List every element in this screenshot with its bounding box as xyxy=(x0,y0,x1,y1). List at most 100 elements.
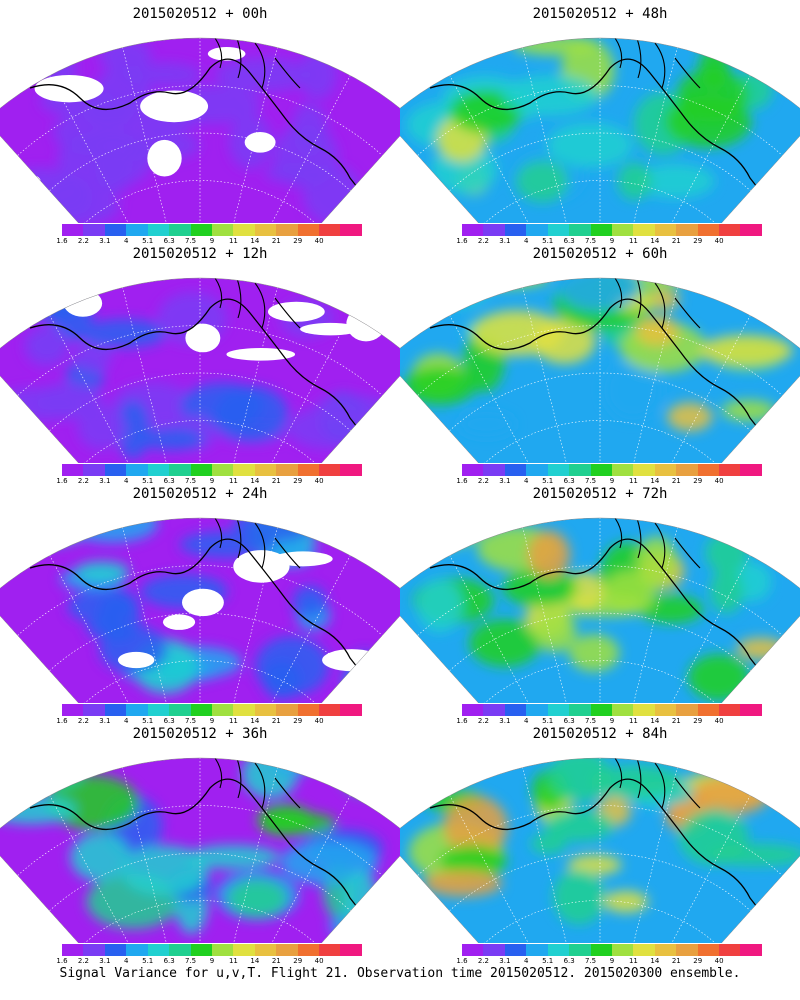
colorbar-segment xyxy=(633,464,655,476)
colorbar-label: 11 xyxy=(628,957,638,965)
longitude-line xyxy=(449,795,540,943)
longitude-line xyxy=(660,795,751,943)
colorbar-segment xyxy=(676,944,698,956)
colorbar-segment xyxy=(719,464,741,476)
colorbar-segment xyxy=(483,704,505,716)
longitude-line xyxy=(49,555,140,703)
colorbar-label: 2.2 xyxy=(477,477,489,485)
longitude-line xyxy=(631,287,678,463)
colorbar-segment xyxy=(504,224,527,236)
longitude-line xyxy=(631,527,678,703)
colorbar xyxy=(62,704,362,716)
coastline xyxy=(214,278,301,329)
variance-contour xyxy=(666,402,713,432)
colorbar-label: 4 xyxy=(124,237,129,245)
colorbar-label: 11 xyxy=(228,717,238,725)
colorbar-segment xyxy=(169,944,191,956)
coastline xyxy=(214,518,301,569)
colorbar-label: 3.1 xyxy=(99,957,111,965)
colorbar xyxy=(462,464,762,476)
colorbar-label: 21 xyxy=(271,957,281,965)
colorbar-label: 4 xyxy=(124,477,129,485)
variance-map xyxy=(400,757,800,943)
colorbar-segment xyxy=(83,944,105,956)
colorbar-label: 9 xyxy=(609,477,615,485)
colorbar-label: 11 xyxy=(628,237,638,245)
colorbar-label: 1.6 xyxy=(56,957,68,965)
variance-contour xyxy=(705,532,749,574)
longitude-line xyxy=(522,767,569,943)
colorbar-labels: 1.6 2.2 3.1 4 5.1 6.3 7.5 9 11 14 21 29 40 xyxy=(52,237,372,247)
colorbar-label: 21 xyxy=(671,237,681,245)
latitude-line xyxy=(481,420,719,463)
coastline xyxy=(614,38,701,89)
colorbar-segment xyxy=(719,224,741,236)
colorbar-segment xyxy=(654,944,677,956)
colorbar-label: 21 xyxy=(271,717,281,725)
colorbar-label: 2.2 xyxy=(477,957,489,965)
map-border xyxy=(400,277,800,463)
colorbar-segment xyxy=(104,944,127,956)
colorbar-label: 5.1 xyxy=(542,717,554,725)
colorbar-segment xyxy=(504,944,527,956)
colorbar-labels: 1.6 2.2 3.1 4 5.1 6.3 7.5 9 11 14 21 29 40 xyxy=(452,717,772,727)
variance-contour xyxy=(548,758,612,802)
colorbar-label: 2.2 xyxy=(477,237,489,245)
colorbar-label: 6.3 xyxy=(563,237,575,245)
variance-contour xyxy=(291,103,328,156)
colorbar-label: 14 xyxy=(650,957,660,965)
colorbar xyxy=(62,224,362,236)
colorbar-segment xyxy=(676,464,698,476)
colorbar-segment xyxy=(254,224,277,236)
coastline xyxy=(29,58,373,209)
colorbar-label: 2.2 xyxy=(77,477,89,485)
longitude-line xyxy=(231,767,278,943)
variance-contour xyxy=(137,427,205,451)
colorbar-segment xyxy=(126,224,148,236)
latitude-line xyxy=(417,565,783,636)
longitude-line xyxy=(49,795,140,943)
below-threshold-area xyxy=(300,322,361,336)
colorbar-segment xyxy=(569,944,591,956)
variance-contour xyxy=(70,832,130,882)
variance-contour xyxy=(721,399,776,422)
latitude-line xyxy=(481,660,719,703)
colorbar xyxy=(462,704,762,716)
variance-contour xyxy=(214,386,288,442)
longitude-line xyxy=(660,75,751,223)
colorbar-label: 3.1 xyxy=(99,477,111,485)
colorbar-segment xyxy=(104,464,127,476)
variance-contour xyxy=(533,609,577,653)
colorbar-label: 14 xyxy=(250,237,260,245)
variance-contour xyxy=(617,162,652,201)
colorbar-segment xyxy=(526,464,548,476)
variance-contour xyxy=(345,672,381,694)
colorbar-label: 1.6 xyxy=(456,957,468,965)
colorbar-segment xyxy=(633,944,655,956)
map-panel: 2015020512 + 12h 1.6 2.2 3.1 4 5.1 6.3 7.5 9 11 14… xyxy=(0,240,400,485)
colorbar-segment xyxy=(233,224,255,236)
colorbar-labels: 1.6 2.2 3.1 4 5.1 6.3 7.5 9 11 14 21 29 40 xyxy=(452,957,772,967)
colorbar xyxy=(462,224,762,236)
longitude-line xyxy=(449,75,540,223)
colorbar-segment xyxy=(83,704,105,716)
latitude-line xyxy=(417,85,783,156)
panel-title: 2015020512 + 12h xyxy=(132,246,268,262)
variance-contour xyxy=(709,569,744,614)
map-border xyxy=(400,517,800,703)
colorbar-label: 3.1 xyxy=(499,957,511,965)
longitude-line xyxy=(660,555,751,703)
colorbar-label: 40 xyxy=(714,717,724,725)
variance-contour xyxy=(458,411,515,437)
colorbar-segment xyxy=(211,704,234,716)
longitude-line xyxy=(522,47,569,223)
map-panel: 2015020512 + 48h 1.6 2.2 3.1 4 5.1 6.3 7.5 9 11 14… xyxy=(400,0,800,245)
longitude-line xyxy=(231,47,278,223)
colorbar-segment xyxy=(569,704,591,716)
variance-map xyxy=(0,757,400,943)
variance-contour xyxy=(120,845,209,896)
variance-contour xyxy=(264,162,326,183)
latitude-line xyxy=(17,325,383,396)
colorbar-segment xyxy=(233,944,255,956)
colorbar-segment xyxy=(590,704,612,716)
